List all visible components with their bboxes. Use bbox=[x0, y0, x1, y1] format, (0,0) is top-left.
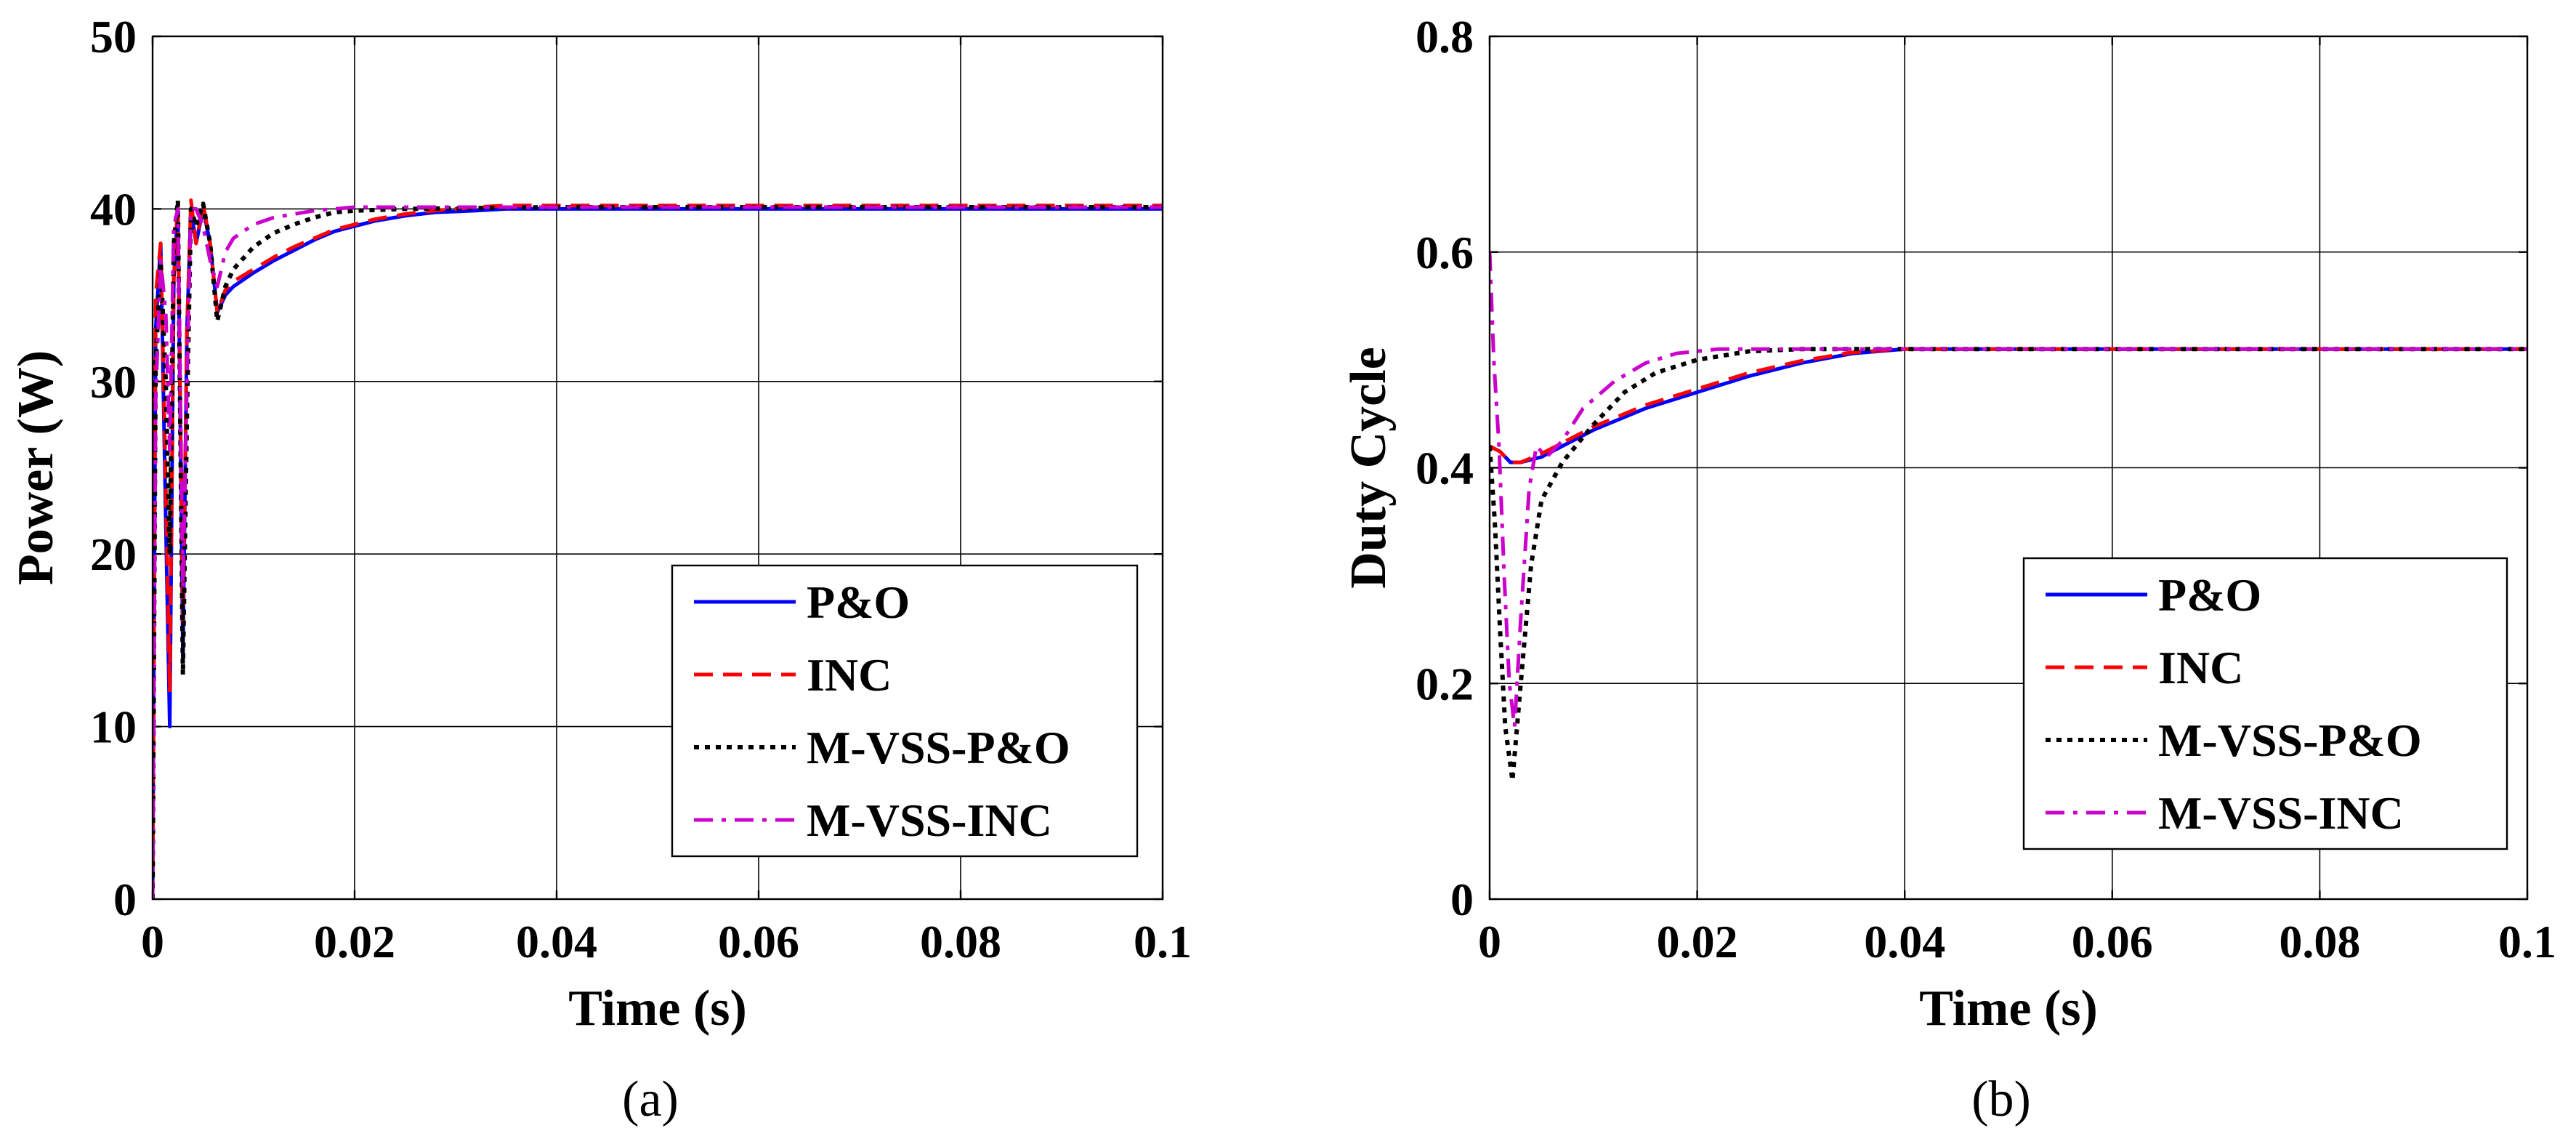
plot-frame bbox=[151, 35, 1164, 901]
plot-frame bbox=[1488, 35, 2529, 901]
y-axis-label: Duty Cycle bbox=[1341, 347, 1397, 588]
legend-label: M-VSS-INC bbox=[2158, 787, 2404, 839]
chart-panel-b: 0 0.02 0.04 0.06 0.08 0.1 0 0.2 0.4 0.6 0.8 Time (s… bbox=[1341, 11, 2556, 1127]
y-tick-label: 30 bbox=[90, 356, 137, 408]
series-line-m-vss-inc bbox=[153, 205, 1163, 900]
x-tick-label: 0.08 bbox=[920, 916, 1001, 967]
x-axis-label: Time (s) bbox=[1919, 981, 2098, 1037]
x-axis-label: Time (s) bbox=[568, 981, 747, 1037]
y-tick-label: 0 bbox=[113, 874, 137, 925]
x-tick-label: 0.06 bbox=[718, 916, 799, 967]
legend-label: P&O bbox=[807, 576, 910, 628]
series-line-m-vss-inc bbox=[1490, 251, 2527, 729]
legend-box bbox=[671, 564, 1139, 858]
series-line-m-vss-p-o bbox=[1490, 347, 2527, 783]
y-tick-label: 0.8 bbox=[1416, 11, 1474, 63]
x-tick-label: 0 bbox=[141, 916, 164, 967]
y-tick-label: 0.6 bbox=[1416, 227, 1474, 278]
series-line-inc bbox=[153, 198, 1163, 900]
legend-label: M-VSS-P&O bbox=[807, 722, 1070, 773]
x-tick-label: 0.1 bbox=[1134, 916, 1192, 967]
x-tick-label: 0.06 bbox=[2072, 916, 2153, 967]
chart-panel-a: 0 0.02 0.04 0.06 0.08 0.1 0 10 20 30 40 50 Time (s) P… bbox=[8, 11, 1192, 1127]
y-tick-label: 0.4 bbox=[1416, 443, 1474, 494]
legend-label: M-VSS-INC bbox=[807, 794, 1052, 846]
y-tick-label: 10 bbox=[90, 701, 137, 753]
legend-label: INC bbox=[2158, 642, 2243, 693]
panel-caption: (a) bbox=[622, 1071, 679, 1127]
x-tick-label: 0 bbox=[1478, 916, 1501, 967]
x-tick-label: 0.04 bbox=[516, 916, 597, 967]
y-tick-label: 0.2 bbox=[1416, 658, 1474, 709]
legend-label: INC bbox=[807, 649, 892, 701]
x-tick-label: 0.04 bbox=[1864, 916, 1945, 967]
x-tick-label: 0.08 bbox=[2279, 916, 2360, 967]
legend-label: M-VSS-P&O bbox=[2158, 715, 2422, 766]
y-tick-label: 20 bbox=[90, 528, 137, 580]
legend: P&O INC M-VSS-P&O M-VSS-INC bbox=[671, 564, 1139, 858]
x-tick-label: 0.02 bbox=[1657, 916, 1738, 967]
legend: P&O INC M-VSS-P&O M-VSS-INC bbox=[2022, 557, 2508, 850]
series-group bbox=[153, 198, 1163, 900]
series-line-inc bbox=[1490, 347, 2527, 464]
panel-caption: (b) bbox=[1971, 1071, 2031, 1127]
y-tick-label: 0 bbox=[1450, 874, 1474, 925]
legend-box bbox=[2022, 557, 2508, 850]
x-tick-label: 0.02 bbox=[314, 916, 395, 967]
y-axis-label: Power (W) bbox=[8, 350, 64, 585]
series-group bbox=[1490, 251, 2527, 783]
x-tick-label: 0.1 bbox=[2498, 916, 2556, 967]
legend-label: P&O bbox=[2158, 569, 2261, 621]
y-tick-label: 40 bbox=[90, 183, 137, 235]
y-tick-label: 50 bbox=[90, 11, 137, 63]
